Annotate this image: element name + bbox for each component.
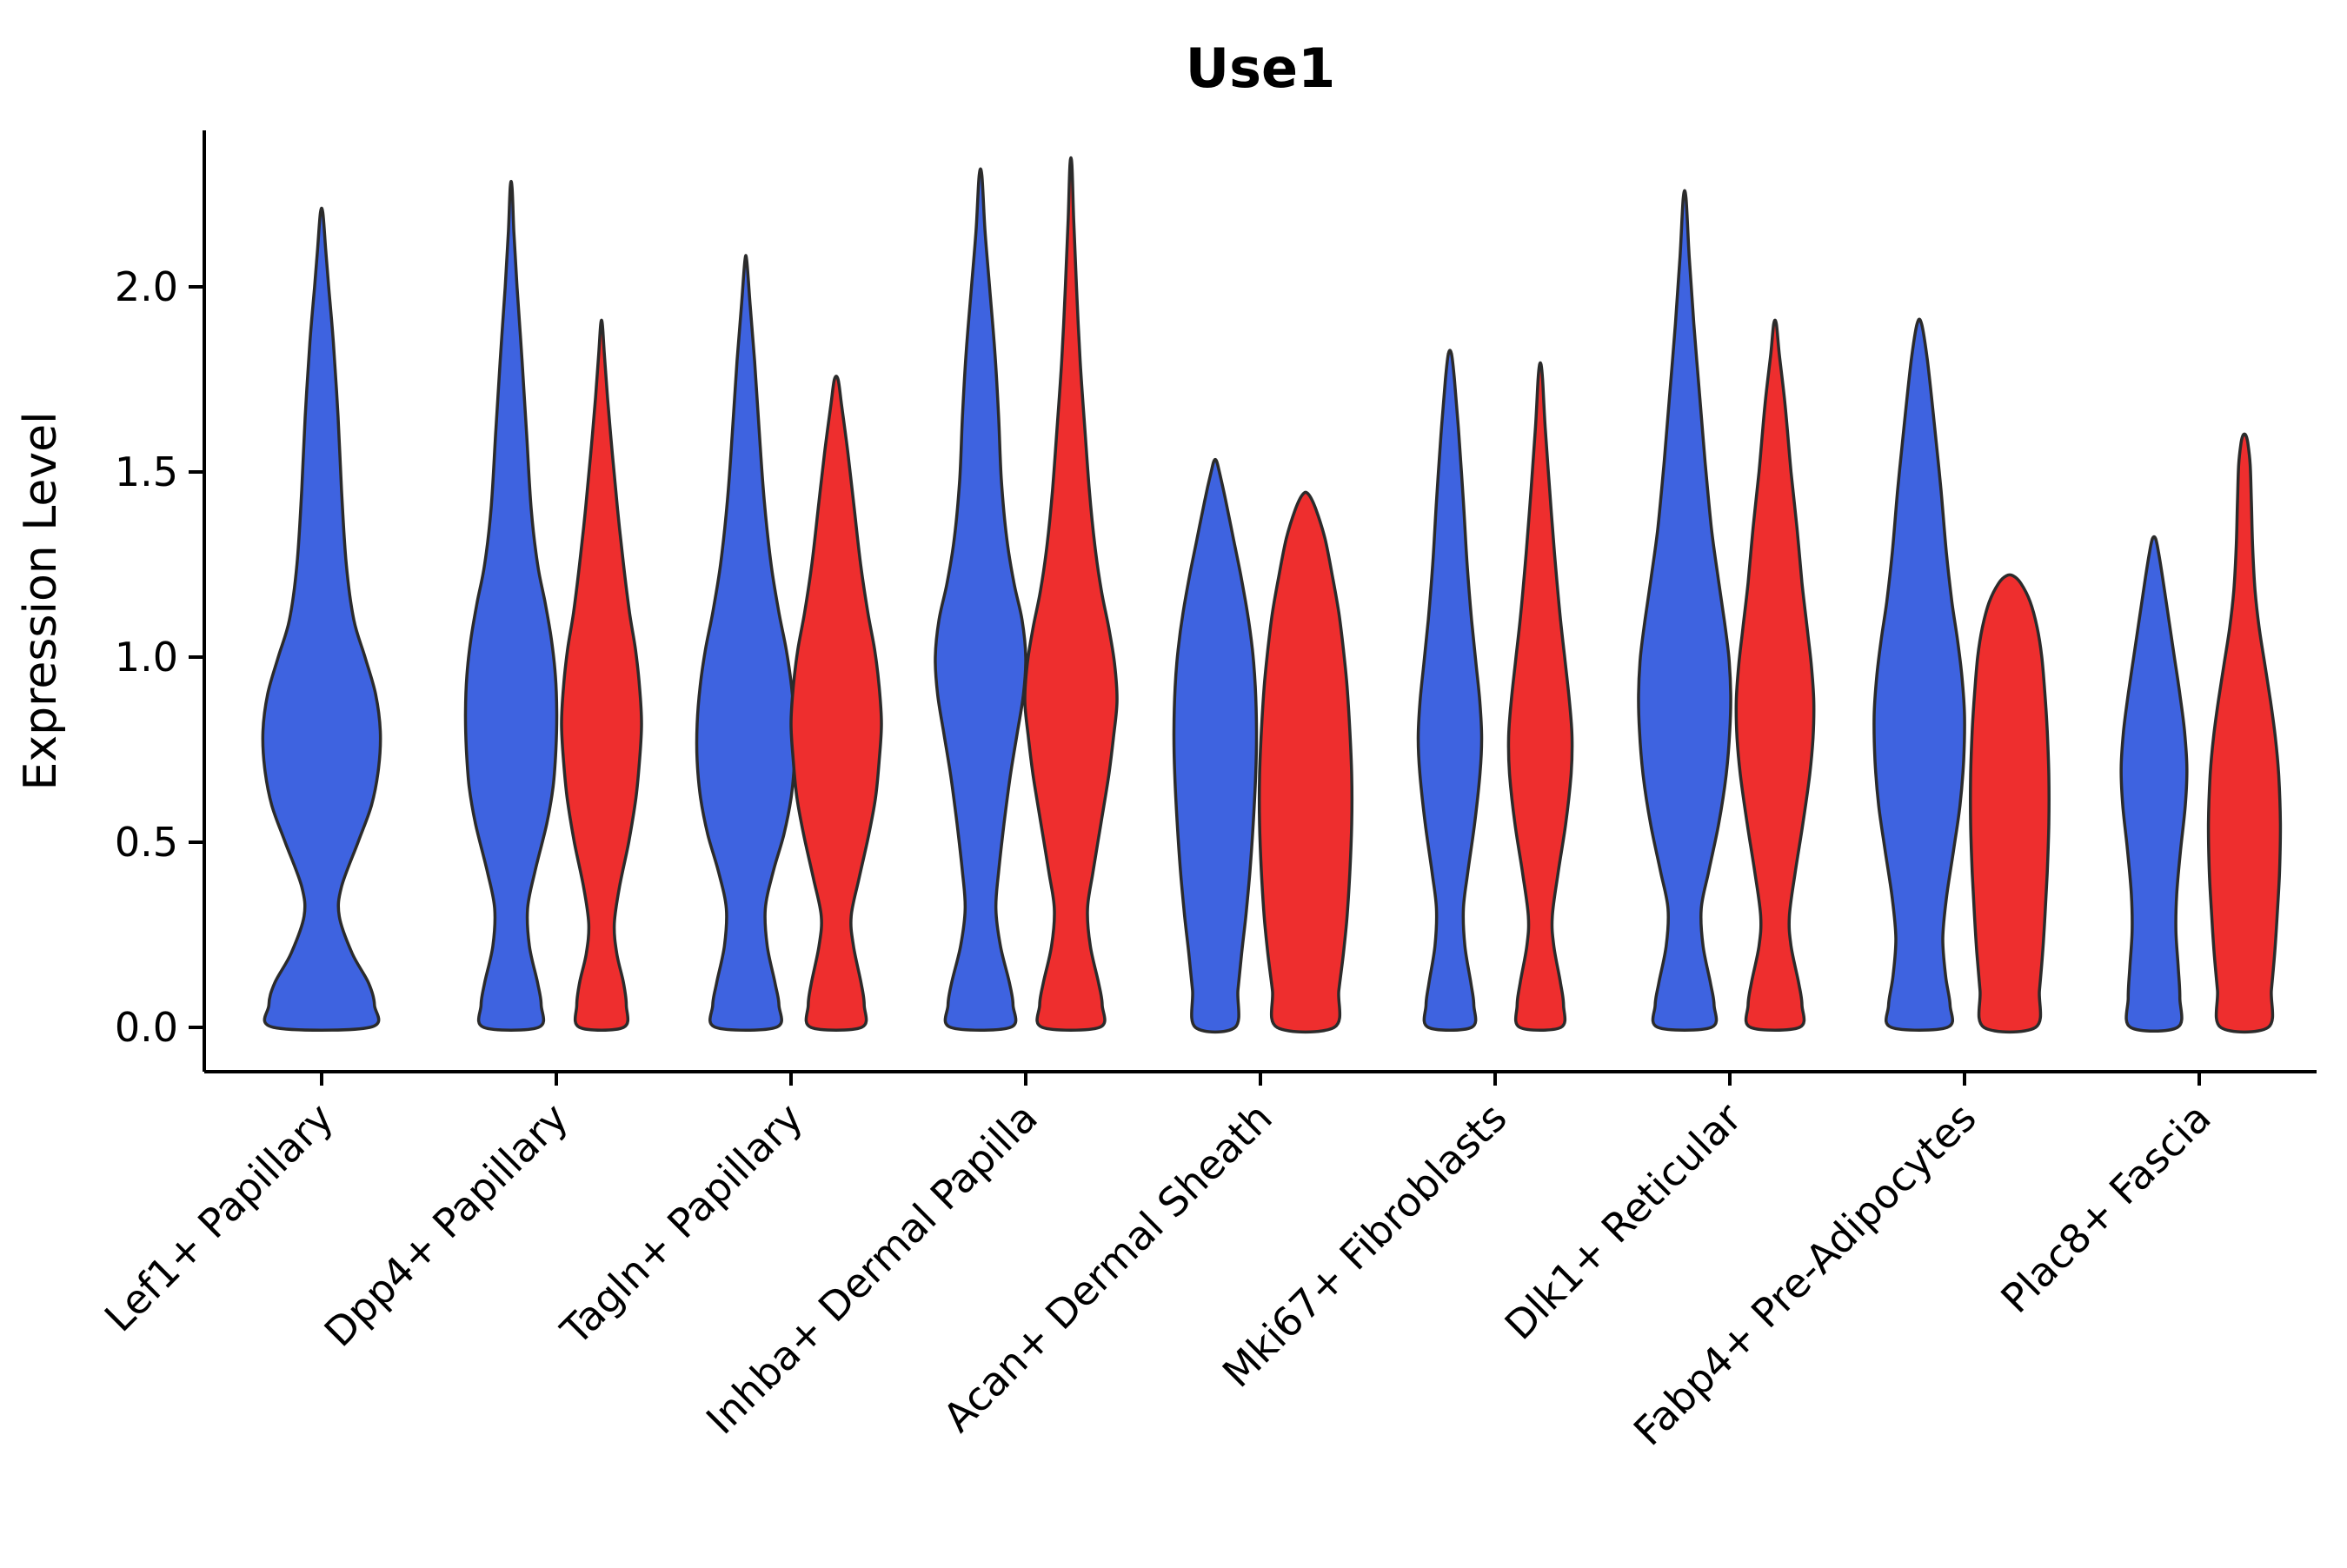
- violin-2-group2: [789, 375, 883, 1032]
- y-tick-label: 1.0: [115, 634, 178, 681]
- violin-3-group2: [1023, 156, 1119, 1032]
- violin-4-group2: [1257, 490, 1354, 1034]
- violin-5-group2: [1506, 361, 1574, 1032]
- chart-title: Use1: [1186, 37, 1335, 100]
- violin-5-group1: [1416, 349, 1484, 1032]
- violin-4-group1: [1172, 457, 1259, 1034]
- violin-6-group1: [1637, 189, 1732, 1032]
- y-tick-label: 1.5: [115, 448, 178, 495]
- x-category-label: Plac8+ Fascia: [1991, 1094, 2219, 1322]
- x-category-label: Tagln+ Papillary: [551, 1094, 812, 1355]
- y-tick-label: 0.5: [115, 819, 178, 866]
- x-category-label: Lef1+ Papillary: [96, 1094, 342, 1341]
- violin-7-group1: [1872, 317, 1966, 1032]
- x-category-label: Dlk1+ Reticular: [1496, 1094, 1751, 1349]
- violin-2-group1: [695, 254, 797, 1032]
- violin-0-group1: [261, 206, 382, 1032]
- violin-3-group1: [934, 167, 1027, 1032]
- x-category-label: Dpp4+ Papillary: [316, 1094, 577, 1356]
- y-tick-label: 2.0: [115, 263, 178, 310]
- violin-6-group2: [1734, 318, 1816, 1032]
- violin-8-group2: [2206, 432, 2283, 1034]
- y-tick-label: 0.0: [115, 1004, 178, 1051]
- violin-8-group1: [2119, 535, 2189, 1033]
- violin-1-group2: [560, 318, 643, 1032]
- y-axis-label: Expression Level: [15, 411, 67, 790]
- violin-7-group2: [1969, 573, 2051, 1034]
- violin-1-group1: [463, 179, 559, 1032]
